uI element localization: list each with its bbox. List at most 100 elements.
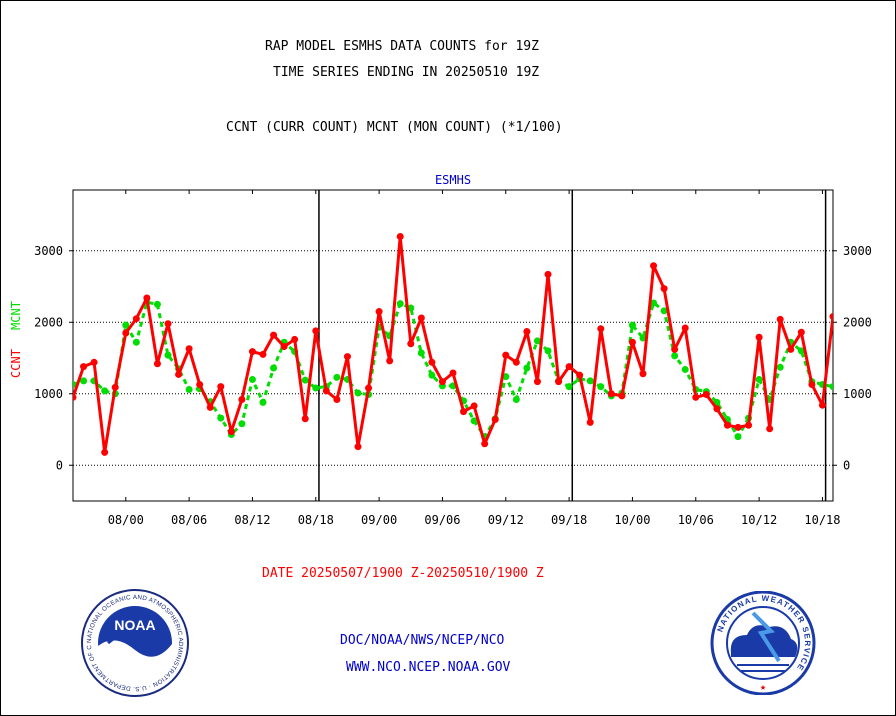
point-ccnt (111, 383, 119, 391)
point-ccnt (333, 395, 341, 403)
point-ccnt (818, 401, 826, 409)
nws-star-icon: ★ (760, 682, 766, 693)
noaa-logo[interactable]: NOAA NATIONAL OCEANIC AND ATMOSPHERIC AD… (80, 588, 190, 698)
website-link[interactable]: WWW.NCO.NCEP.NOAA.GOV (346, 660, 511, 675)
xtick-label: 09/06 (424, 513, 460, 527)
point-mcnt (734, 433, 742, 441)
point-ccnt (312, 327, 320, 335)
point-ccnt (745, 421, 753, 429)
point-mcnt (523, 364, 531, 372)
point-ccnt (481, 440, 489, 448)
point-ccnt (164, 320, 172, 328)
point-mcnt (270, 364, 278, 372)
ylabel-mcnt: MCNT (9, 301, 23, 330)
point-ccnt (628, 338, 636, 346)
point-mcnt (797, 347, 805, 355)
doc-link[interactable]: DOC/NOAA/NWS/NCEP/NCO (340, 633, 505, 648)
point-ccnt (512, 358, 520, 366)
xtick-label: 09/18 (551, 513, 587, 527)
point-ccnt (428, 358, 436, 366)
point-mcnt (354, 389, 362, 397)
point-mcnt (185, 385, 193, 393)
point-ccnt (101, 448, 109, 456)
point-ccnt (132, 315, 140, 323)
point-mcnt (628, 321, 636, 329)
point-mcnt (533, 337, 541, 345)
point-ccnt (723, 421, 731, 429)
point-ccnt (734, 423, 742, 431)
nws-logo[interactable]: NATIONAL WEATHER SERVICE ★ (707, 591, 819, 695)
chart-title-line1: RAP MODEL ESMHS DATA COUNTS for 19Z (265, 39, 539, 54)
series-line-ccnt (73, 235, 833, 454)
point-ccnt (259, 350, 267, 358)
point-ccnt (80, 363, 88, 371)
point-ccnt (586, 418, 594, 426)
point-ccnt (238, 395, 246, 403)
y-axis-label: CCNT MCNT (9, 301, 23, 378)
point-ccnt (787, 345, 795, 353)
point-mcnt (512, 395, 520, 403)
point-ccnt (555, 378, 563, 386)
xtick-label: 08/12 (234, 513, 270, 527)
point-mcnt (660, 307, 668, 315)
point-ccnt (470, 402, 478, 410)
point-mcnt (407, 304, 415, 312)
panel-title: ESMHS (435, 173, 471, 187)
point-ccnt (639, 370, 647, 378)
point-ccnt (343, 353, 351, 361)
ytick-label-right: 2000 (843, 315, 872, 329)
ytick-label-right: 1000 (843, 387, 872, 401)
ytick-label-right: 0 (843, 458, 850, 472)
point-mcnt (597, 383, 605, 391)
point-ccnt (660, 285, 668, 293)
point-ccnt (227, 428, 235, 436)
point-ccnt (73, 393, 77, 401)
point-ccnt (618, 392, 626, 400)
point-mcnt (417, 349, 425, 357)
chart-subtitle: CCNT (CURR COUNT) MCNT (MON COUNT) (*1/1… (226, 120, 563, 135)
xtick-label: 10/00 (614, 513, 650, 527)
ytick-label-right: 3000 (843, 244, 872, 258)
point-mcnt (122, 321, 130, 329)
date-range-label: DATE 20250507/1900 Z-20250510/1900 Z (262, 566, 544, 581)
point-ccnt (185, 345, 193, 353)
point-ccnt (248, 348, 256, 356)
point-ccnt (681, 324, 689, 332)
point-ccnt (206, 403, 214, 411)
xtick-label: 08/00 (108, 513, 144, 527)
point-ccnt (491, 415, 499, 423)
point-ccnt (365, 384, 373, 392)
chart-title-line2: TIME SERIES ENDING IN 20250510 19Z (273, 65, 540, 80)
point-mcnt (544, 347, 552, 355)
point-mcnt (301, 376, 309, 384)
xtick-label: 08/06 (171, 513, 207, 527)
point-ccnt (650, 262, 658, 270)
point-ccnt (713, 405, 721, 413)
point-mcnt (312, 384, 320, 392)
point-ccnt (417, 314, 425, 322)
point-ccnt (808, 380, 816, 388)
point-mcnt (132, 338, 140, 346)
point-ccnt (776, 315, 784, 323)
point-mcnt (639, 334, 647, 342)
point-ccnt (766, 425, 774, 433)
xtick-label: 09/00 (361, 513, 397, 527)
point-mcnt (217, 414, 225, 422)
point-mcnt (238, 420, 246, 428)
point-ccnt (449, 369, 457, 377)
ytick-label-left: 1000 (34, 387, 63, 401)
point-ccnt (607, 390, 615, 398)
xtick-label: 08/18 (298, 513, 334, 527)
point-ccnt (217, 383, 225, 391)
point-mcnt (776, 363, 784, 371)
point-mcnt (153, 300, 161, 308)
point-ccnt (671, 345, 679, 353)
point-ccnt (143, 294, 151, 302)
point-ccnt (175, 370, 183, 378)
point-ccnt (196, 380, 204, 388)
point-mcnt (164, 351, 172, 359)
point-ccnt (565, 363, 573, 371)
ytick-label-left: 3000 (34, 244, 63, 258)
point-mcnt (829, 383, 833, 391)
